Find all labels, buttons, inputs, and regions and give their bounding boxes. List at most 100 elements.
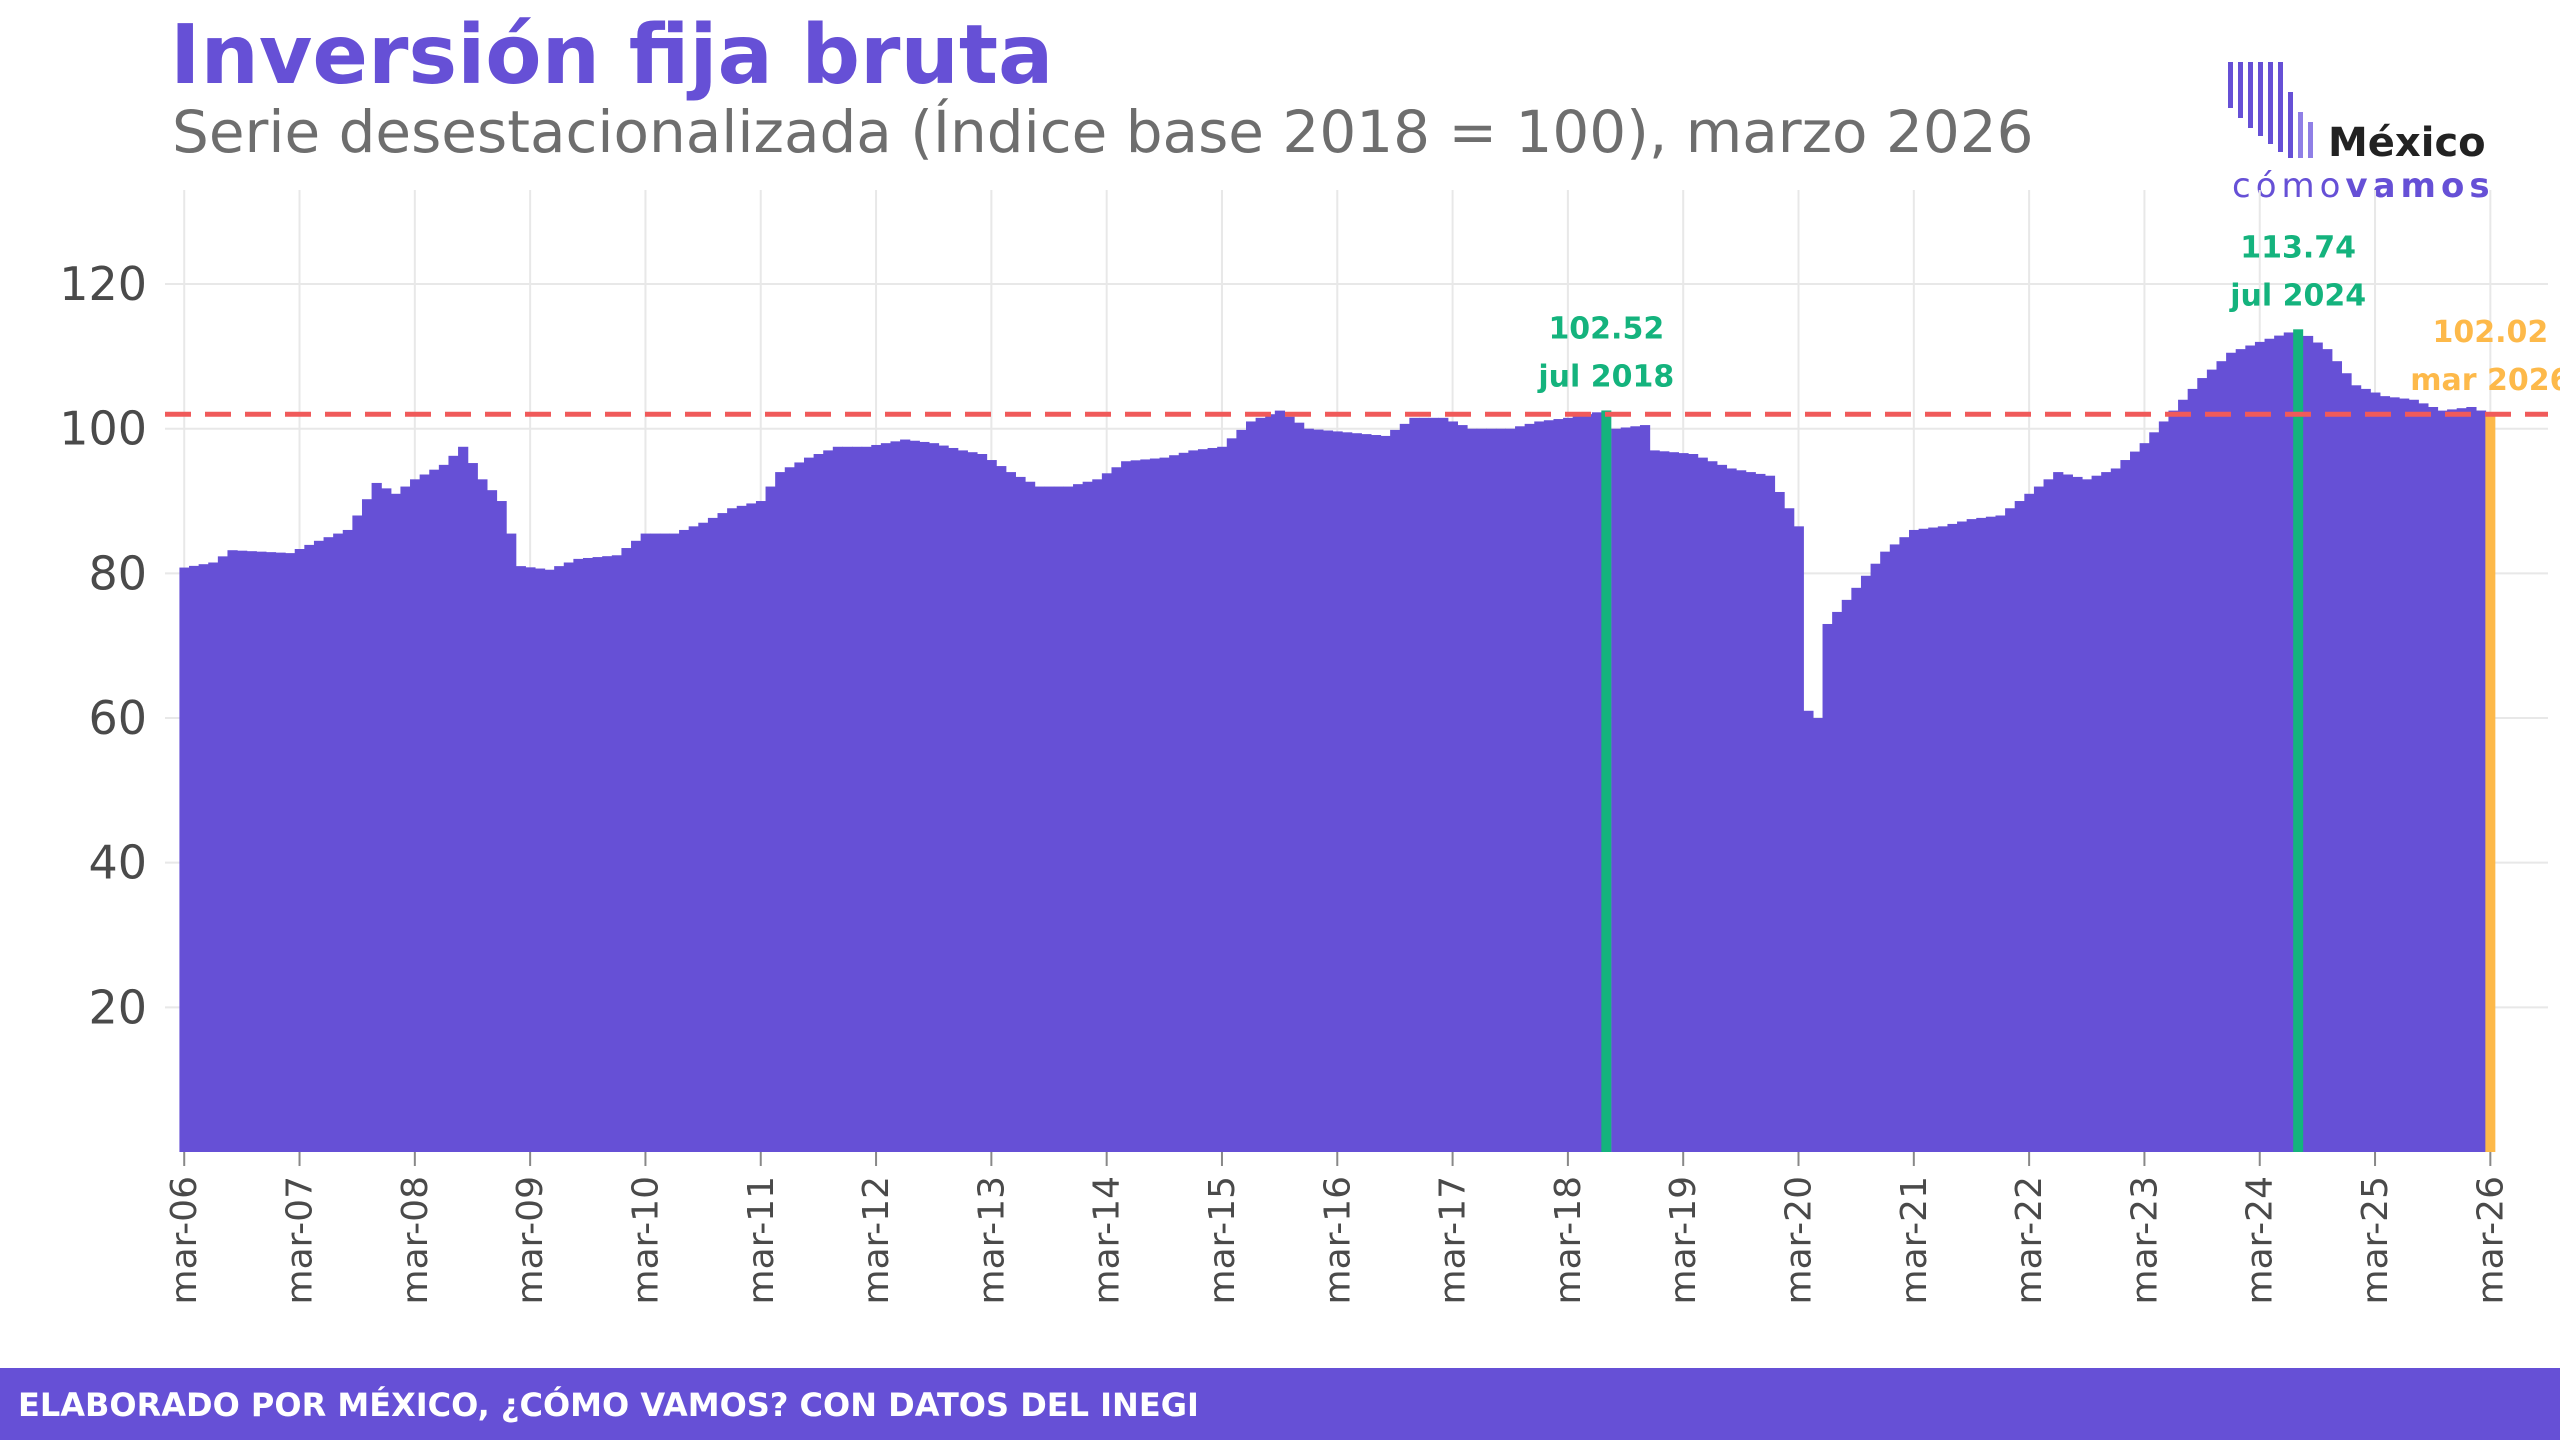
data-bar bbox=[996, 466, 1007, 1153]
data-bar bbox=[602, 556, 613, 1152]
data-bar bbox=[698, 522, 709, 1152]
data-bar bbox=[1947, 523, 1958, 1152]
x-tick-label: mar-12 bbox=[856, 1176, 897, 1304]
x-tick-label: mar-18 bbox=[1548, 1176, 1589, 1304]
data-bar bbox=[803, 457, 815, 1153]
data-bar bbox=[727, 508, 738, 1153]
data-bar bbox=[2178, 399, 2189, 1152]
data-bar bbox=[294, 549, 305, 1152]
data-bar bbox=[2043, 479, 2054, 1152]
data-bar bbox=[1534, 421, 1545, 1153]
x-tick-label: mar-06 bbox=[164, 1176, 205, 1304]
data-bar bbox=[400, 486, 411, 1152]
data-bar bbox=[650, 533, 661, 1152]
data-bar bbox=[880, 443, 892, 1152]
data-bar bbox=[1130, 460, 1141, 1153]
data-bar bbox=[1034, 486, 1045, 1152]
data-bar bbox=[1255, 417, 1266, 1152]
data-bar bbox=[2120, 460, 2131, 1152]
data-bar bbox=[1649, 450, 1660, 1152]
data-bar bbox=[371, 482, 382, 1153]
y-tick-label: 120 bbox=[59, 257, 147, 311]
data-bar bbox=[765, 486, 776, 1152]
data-bar bbox=[755, 501, 767, 1152]
data-bar bbox=[1937, 526, 1949, 1152]
data-bar bbox=[1159, 457, 1170, 1153]
data-bar bbox=[1822, 623, 1833, 1152]
x-tick-label: mar-17 bbox=[1433, 1176, 1474, 1304]
data-bar bbox=[1784, 508, 1795, 1153]
y-tick-label: 60 bbox=[88, 691, 147, 745]
data-bar bbox=[1515, 426, 1526, 1152]
x-tick-label: mar-16 bbox=[1317, 1176, 1358, 1304]
data-bar bbox=[1899, 537, 1910, 1152]
data-bar bbox=[227, 550, 238, 1152]
data-bar bbox=[2197, 378, 2208, 1152]
data-bar bbox=[198, 564, 209, 1152]
data-bar bbox=[1447, 421, 1458, 1153]
data-bar bbox=[1803, 710, 1814, 1152]
data-bar bbox=[2110, 468, 2122, 1152]
data-bar bbox=[1121, 461, 1132, 1152]
x-tick-label: mar-23 bbox=[2124, 1176, 2165, 1304]
annotation-date: mar 2026 bbox=[2410, 363, 2560, 398]
data-bar bbox=[1390, 429, 1401, 1153]
data-bar bbox=[237, 550, 248, 1152]
data-bar bbox=[313, 540, 325, 1152]
data-bar bbox=[707, 517, 719, 1152]
data-bar bbox=[775, 472, 786, 1153]
data-bar bbox=[544, 569, 555, 1152]
data-bar bbox=[2427, 406, 2439, 1152]
data-bar bbox=[1668, 452, 1679, 1153]
x-tick-label: mar-09 bbox=[510, 1176, 551, 1304]
data-bar bbox=[1688, 454, 1699, 1152]
data-bar bbox=[871, 444, 882, 1152]
data-bar bbox=[352, 515, 363, 1152]
data-bar bbox=[1755, 473, 1766, 1152]
data-bar bbox=[746, 503, 757, 1152]
data-bar bbox=[361, 499, 373, 1152]
data-bar bbox=[1764, 475, 1776, 1152]
data-bar bbox=[1236, 429, 1247, 1153]
x-tick-label: mar-21 bbox=[1894, 1176, 1935, 1304]
data-bar bbox=[1860, 575, 1872, 1152]
data-bar bbox=[2254, 341, 2266, 1152]
data-bar bbox=[1957, 521, 1968, 1152]
mexico-como-vamos-logo: México cómovamos bbox=[2228, 62, 2528, 206]
data-bar bbox=[208, 562, 219, 1152]
data-bar bbox=[890, 441, 901, 1152]
data-bar bbox=[1457, 425, 1468, 1152]
data-bar bbox=[1313, 429, 1324, 1153]
logo-wordmark: México bbox=[2328, 120, 2486, 166]
data-bar bbox=[1399, 423, 1410, 1153]
data-bar bbox=[1543, 420, 1555, 1152]
data-bar bbox=[1370, 435, 1382, 1152]
x-tick-label: mar-11 bbox=[741, 1176, 782, 1304]
data-bar bbox=[1188, 450, 1199, 1152]
data-bar bbox=[592, 557, 603, 1152]
y-tick-label: 80 bbox=[88, 546, 147, 600]
data-bar bbox=[1092, 479, 1103, 1152]
data-bar bbox=[1217, 446, 1228, 1153]
data-bar bbox=[2379, 396, 2391, 1153]
data-bar bbox=[919, 441, 930, 1152]
data-bar bbox=[179, 567, 190, 1152]
data-bar bbox=[438, 464, 450, 1152]
data-bar bbox=[2101, 472, 2112, 1153]
data-bar bbox=[2245, 345, 2256, 1152]
data-bar bbox=[669, 533, 680, 1152]
data-bar bbox=[717, 513, 728, 1152]
data-bar bbox=[1409, 417, 1420, 1152]
data-bar bbox=[679, 529, 690, 1152]
data-bar bbox=[909, 440, 920, 1153]
data-bar bbox=[900, 439, 911, 1152]
data-bar bbox=[496, 501, 507, 1152]
data-bar bbox=[1639, 425, 1651, 1152]
data-bar bbox=[1024, 481, 1036, 1152]
x-tick-label: mar-24 bbox=[2240, 1176, 2281, 1304]
data-bar bbox=[1995, 515, 2006, 1152]
footer-bar: ELABORADO POR MÉXICO, ¿CÓMO VAMOS? CON D… bbox=[0, 1368, 2560, 1440]
chart-title: Inversión fija bruta bbox=[170, 8, 1054, 103]
data-bar bbox=[1745, 472, 1756, 1153]
data-bar bbox=[1591, 412, 1603, 1152]
